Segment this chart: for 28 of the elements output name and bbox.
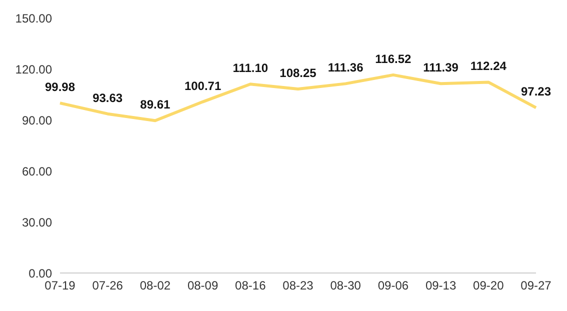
text: 111.10: [232, 61, 268, 76]
text: 116.52: [375, 52, 412, 66]
x-tick-label: 09-27: [520, 278, 552, 293]
text: 112.24: [470, 59, 506, 74]
y-tick-label: 60.00: [22, 164, 52, 178]
x-tick-label: 08-09: [187, 278, 218, 293]
x-tick-label: 08-30: [330, 278, 362, 293]
y-tick-label: 150.00: [15, 11, 52, 26]
x-tick-label: 07-19: [44, 278, 76, 293]
y-tick-label: 90.00: [22, 113, 52, 128]
text: 108.25: [280, 66, 316, 80]
text: 100.71: [184, 78, 222, 93]
x-tick-label: 07-26: [92, 278, 124, 293]
x-tick-label: 08-16: [235, 278, 266, 293]
text: 97.23: [520, 84, 552, 99]
y-tick-label: 30.00: [22, 215, 52, 230]
text: 111.39: [423, 60, 458, 75]
text: 111.36: [328, 60, 364, 75]
text: 89.61: [140, 98, 170, 112]
y-tick-label: 120.00: [15, 62, 52, 76]
y-tick-label: 0.00: [28, 266, 52, 280]
x-tick-label: 08-02: [140, 278, 171, 293]
text: 93.63: [92, 90, 123, 105]
x-tick-label: 08-23: [282, 278, 314, 293]
x-tick-label: 09-20: [473, 278, 504, 293]
x-tick-label: 09-06: [378, 278, 409, 293]
x-tick-label: 09-13: [425, 278, 456, 293]
text: 99.98: [44, 80, 76, 94]
